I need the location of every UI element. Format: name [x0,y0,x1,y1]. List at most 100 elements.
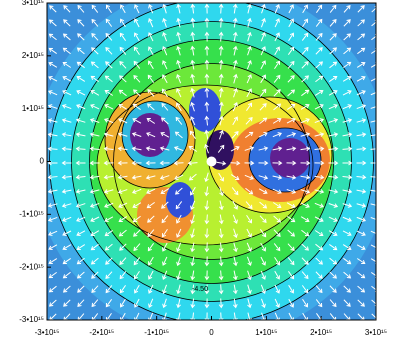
arrow [190,45,196,56]
arrow [91,47,99,55]
arrow [89,189,100,194]
arrow [147,243,155,252]
arrow [117,146,128,152]
arrow [146,188,156,194]
center-source [206,156,217,167]
arrow [260,32,266,42]
arrow [230,160,241,166]
arrow [357,285,366,293]
arrow [76,104,86,110]
arrow [117,160,128,166]
arrow [103,160,114,166]
arrow [105,299,113,308]
arrow [314,216,324,222]
arrow [189,130,196,139]
arrow [356,76,366,82]
arrow [232,200,238,210]
arrow [259,117,268,125]
arrow [233,73,238,84]
arrow [146,132,156,138]
arrow [357,271,366,279]
arrow [301,243,309,251]
arrow [258,146,269,151]
arrow [370,176,376,178]
arrow [204,87,210,98]
arrow [301,271,309,280]
x-tick-label: 0 [209,328,214,337]
arrow [329,299,337,308]
arrow [204,228,210,239]
arrow [103,189,114,194]
arrow [174,174,184,180]
arrow [148,270,154,280]
arrow [89,146,100,152]
arrow [134,4,140,14]
arrow [77,285,85,293]
arrow [315,47,323,55]
arrow [272,188,282,194]
arrow [300,202,310,208]
arrow [218,3,224,14]
arrow [204,129,210,140]
arrow [272,202,282,208]
arrow [274,32,280,42]
arrow [260,298,266,309]
arrow [315,4,323,13]
arrow [219,129,224,140]
arrow [190,31,196,42]
arrow [105,32,113,41]
arrow [147,88,155,97]
arrow [204,115,210,126]
arrow [219,115,224,126]
arrow [204,101,210,112]
arrow [356,216,367,222]
arrow [301,61,309,69]
arrow [356,258,366,264]
arrow [314,146,325,152]
arrow [258,175,269,180]
arrow [218,228,224,239]
arrow [148,284,154,294]
arrow [90,104,100,110]
arrow [159,175,170,180]
arrow [159,160,170,166]
arrow [90,243,99,251]
arrow [119,257,127,266]
arrow [218,242,224,253]
arrow [245,117,253,125]
arrow [287,103,296,110]
arrow [89,118,100,123]
arrow [104,216,114,222]
arrow [301,75,310,83]
arrow [274,4,280,14]
arrow [342,160,353,166]
arrow [204,172,209,183]
arrow [76,230,86,236]
arrow [231,130,239,139]
arrow [62,271,71,279]
arrow [204,73,210,84]
arrow [176,270,181,281]
y-tick-label: 3•10¹⁵ [22,0,44,7]
arrow [230,174,240,180]
arrow [356,118,367,123]
arrow [356,174,367,180]
arrow [190,256,196,267]
arrow [218,284,224,295]
arrow [61,188,72,194]
arrow [244,174,254,180]
arrow [190,3,196,14]
arrow [91,299,99,308]
arrow [145,146,156,152]
arrow [328,118,339,123]
arrow [48,33,57,41]
arrow [61,146,72,152]
arrow [273,243,281,252]
arrow [315,75,324,83]
arrow [357,5,365,13]
arrow [188,173,197,181]
arrow [190,73,195,84]
arrow [75,174,86,180]
arrow [133,229,141,237]
